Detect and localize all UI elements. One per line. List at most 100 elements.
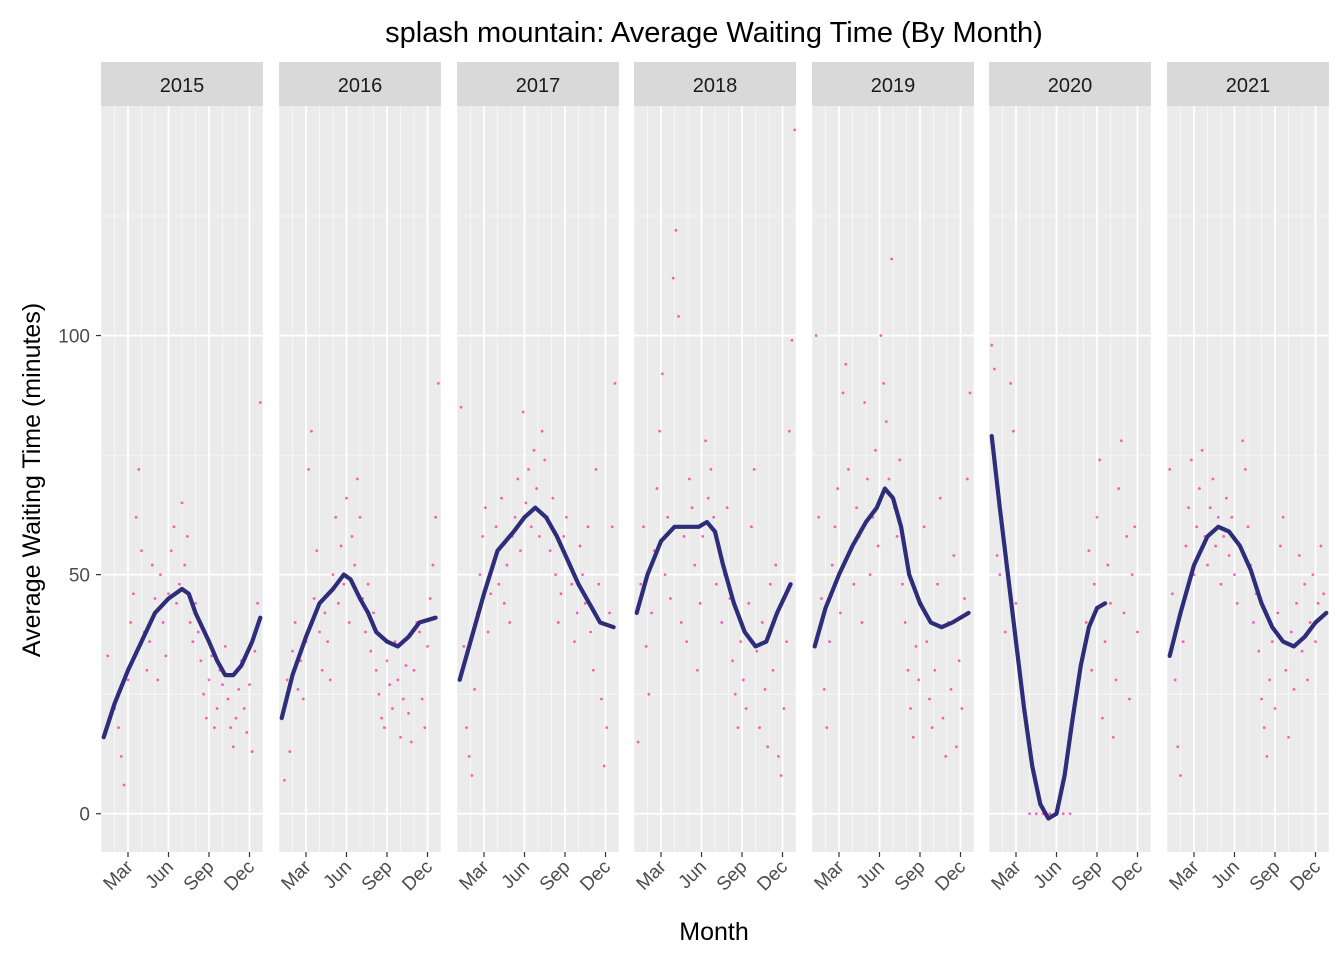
data-point [583,601,587,605]
data-point [1306,678,1309,682]
data-point [156,678,160,682]
data-point [644,644,648,648]
data-point [234,716,238,720]
data-point [505,563,509,567]
facet-strip [634,62,796,106]
data-point [655,487,659,490]
data-point [215,707,219,710]
data-point [328,678,332,682]
data-point [122,783,126,787]
data-point [955,745,958,749]
data-point [296,688,300,691]
data-point [161,621,165,624]
data-point [167,592,170,596]
data-point [478,573,482,577]
data-point [229,726,233,730]
facet-strip-label: 2021 [1226,75,1271,97]
facet-panel-2017: 2017 Mar Jun Sep Dec [456,62,620,895]
data-point [481,534,485,538]
data-point [186,534,189,538]
data-point [1303,582,1307,586]
data-point [1179,774,1182,777]
data-point [1297,554,1301,557]
data-point [183,563,187,567]
data-point [140,549,143,553]
data-point [1176,745,1180,749]
data-point [1257,649,1261,653]
data-point [1227,554,1231,557]
data-point [345,496,348,500]
data-point [1252,621,1255,624]
data-point [706,496,710,500]
data-point [399,735,402,739]
data-point [733,692,737,696]
data-point [355,477,359,481]
x-tick-label: Dec [220,857,259,896]
data-point [483,506,487,510]
x-tick-label: Dec [931,857,970,896]
data-point [1048,812,1052,816]
data-point [418,630,421,634]
data-point [1125,534,1129,538]
data-point [771,668,775,672]
facet-strip [989,62,1151,106]
data-point [423,726,427,730]
y-tick-label: 0 [79,805,90,826]
data-point [559,592,563,596]
data-point [1090,668,1093,672]
data-point [401,697,405,701]
data-point [180,501,184,505]
data-point [524,501,528,505]
data-point [119,754,123,758]
data-point [1314,640,1317,643]
data-point [1034,812,1038,816]
data-point [404,664,408,667]
data-point [465,726,468,730]
data-point [388,683,392,687]
data-point [1109,601,1112,605]
data-point [473,688,476,691]
data-point [698,601,702,605]
data-point [172,525,176,529]
data-point [1181,640,1185,643]
data-point [917,678,921,682]
x-tick-label: Mar [278,856,316,894]
x-tick-label: Mar [1166,856,1204,894]
data-point [1061,812,1065,816]
data-point [750,525,753,529]
data-point [250,750,254,753]
data-point [1273,707,1277,710]
data-point [1295,601,1298,605]
data-point [1230,515,1234,519]
data-point [226,697,230,701]
data-point [1276,611,1280,615]
data-point [1216,515,1220,519]
facet-panel-2020: 2020 Mar Jun Sep Dec [988,62,1152,895]
data-point [543,458,547,462]
data-point [428,597,432,600]
facet-panel-2016: 2016 Mar Jun Sep Dec [278,62,442,895]
facet-strip-label: 2020 [1048,75,1093,97]
data-point [431,563,435,567]
data-point [159,573,162,577]
facet-strip-label: 2018 [693,75,738,97]
data-point [852,582,856,586]
data-point [884,420,888,424]
data-point [1187,506,1190,510]
data-point [679,621,683,624]
data-point [589,630,593,634]
data-point [326,640,329,643]
data-point [204,716,208,720]
data-point [527,468,530,471]
data-point [1068,812,1072,816]
data-point [407,711,410,715]
data-point [1268,678,1271,682]
data-point [895,534,899,538]
data-point [288,750,292,753]
data-point [777,754,780,758]
data-point [129,621,133,624]
data-point [714,582,718,586]
data-point [838,611,842,615]
data-point [1300,649,1304,653]
data-point [1168,468,1172,471]
